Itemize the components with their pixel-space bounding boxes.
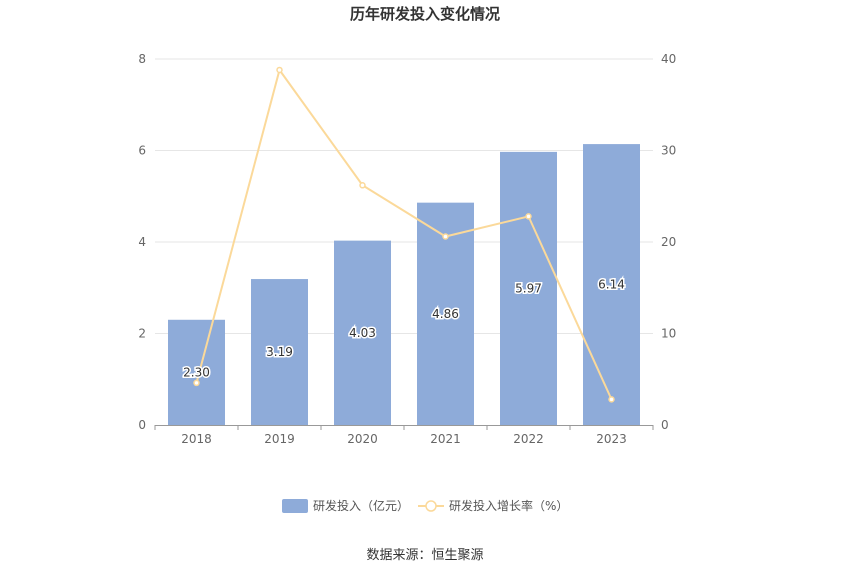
line-series: [193, 66, 615, 403]
data-labels: 2.30 3.19 4.03 4.86 5.97 6.14: [182, 276, 627, 381]
bar: [168, 319, 225, 425]
y-right-tick-label: 30: [661, 144, 676, 158]
line-point: [193, 379, 200, 387]
x-tick-label: 2021: [430, 432, 461, 446]
legend-line-label: 研发投入增长率（%）: [449, 498, 568, 513]
gridlines: [155, 58, 653, 334]
x-tick-label: 2020: [347, 432, 378, 446]
line-point: [608, 396, 615, 403]
bar-value-label: 5.97: [515, 281, 542, 295]
line-point: [359, 182, 366, 189]
line-point: [442, 233, 449, 240]
bar-value-label: 6.14: [598, 278, 625, 292]
legend: 研发投入（亿元） 研发投入增长率（%）: [282, 498, 568, 513]
line-point: [276, 66, 283, 74]
y-left-tick-label: 2: [138, 327, 146, 341]
bar: [583, 144, 640, 425]
y-left-tick-label: 8: [138, 52, 146, 66]
source-note: 数据来源：恒生聚源: [366, 548, 483, 563]
legend-bar-label: 研发投入（亿元）: [313, 498, 409, 513]
x-tick-label: 2018: [181, 432, 212, 446]
y-right-tick-label: 40: [661, 52, 676, 66]
y-right-tick-label: 20: [661, 235, 676, 249]
x-tick-label: 2023: [596, 432, 627, 446]
bar-value-label: 4.03: [349, 326, 376, 340]
bar: [500, 151, 557, 425]
y-left-tick-label: 6: [138, 144, 146, 158]
growth-line: [195, 67, 613, 400]
legend-line-marker: [425, 500, 437, 512]
y-left-tick-label: 4: [138, 235, 146, 249]
bar: [334, 240, 391, 425]
x-tick-label: 2019: [264, 432, 295, 446]
chart-title: 历年研发投入变化情况: [350, 5, 500, 23]
x-tick-label: 2022: [513, 432, 544, 446]
y-left-tick-label: 0: [138, 418, 146, 432]
bar: [251, 279, 308, 425]
line-point: [525, 213, 532, 220]
bar-value-label: 3.19: [266, 345, 293, 359]
axes: 0 2 4 6 8 0 10 20 30 40 2018 2019 2020 2021 2022 2023: [138, 52, 676, 446]
bar-value-label: 2.30: [183, 365, 210, 379]
legend-bar-swatch: [282, 499, 308, 513]
bar-value-label: 4.86: [432, 307, 459, 321]
y-right-tick-label: 0: [661, 418, 669, 432]
y-right-tick-label: 10: [661, 327, 676, 341]
bar-series: [168, 144, 640, 425]
